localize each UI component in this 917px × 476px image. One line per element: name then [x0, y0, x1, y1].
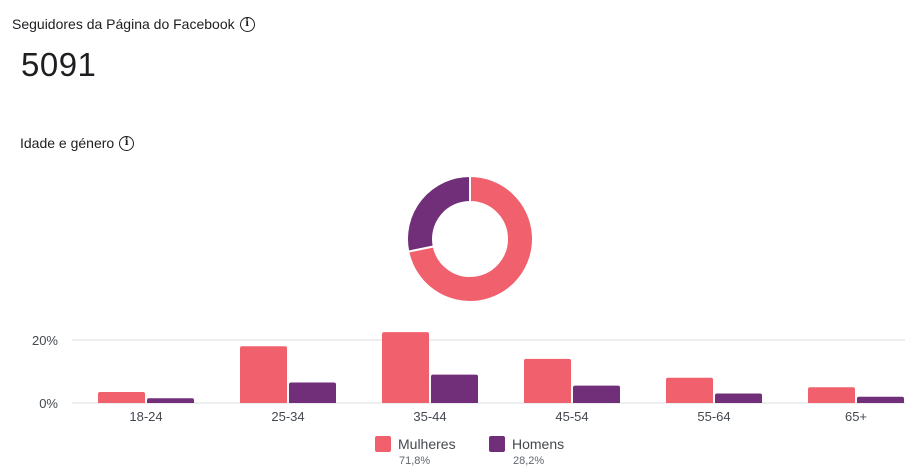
x-tick-label: 25-34 — [271, 409, 304, 424]
bar-25-34-mulheres — [240, 346, 287, 403]
legend-pct-men: 28,2% — [513, 455, 545, 467]
bar-35-44-homens — [431, 374, 478, 403]
legend-item-women[interactable]: Mulheres 71,8% — [375, 436, 456, 467]
chart-legend: Mulheres 71,8% Homens 28,2% — [0, 436, 917, 476]
x-tick-label: 65+ — [845, 409, 867, 424]
followers-total: 5091 — [21, 46, 97, 83]
legend-label-women: Mulheres — [398, 436, 456, 452]
bar-65+-homens — [857, 396, 904, 403]
bar-45-54-homens — [573, 385, 620, 403]
x-tick-label: 55-64 — [697, 409, 730, 424]
bar-45-54-mulheres — [524, 358, 571, 403]
bar-18-24-homens — [147, 398, 194, 403]
y-tick-label: 20% — [32, 333, 58, 348]
bar-65+-mulheres — [808, 387, 855, 403]
bar-35-44-mulheres — [382, 332, 429, 403]
donut-slice-mulheres — [407, 174, 534, 303]
x-tick-label: 18-24 — [129, 409, 162, 424]
x-tick-label: 35-44 — [413, 409, 446, 424]
info-icon[interactable]: i — [239, 16, 255, 32]
legend-pct-women: 71,8% — [399, 455, 431, 467]
age-gender-header: Idade e género i — [20, 135, 135, 151]
y-tick-label: 0% — [39, 396, 58, 411]
bar-55-64-homens — [715, 393, 762, 403]
page-title: Seguidores da Página do Facebook — [12, 16, 235, 32]
legend-swatch-men — [489, 436, 505, 452]
bar-18-24-mulheres — [98, 391, 145, 403]
legend-swatch-women — [375, 436, 391, 452]
legend-label-men: Homens — [512, 436, 565, 452]
page-followers-header: Seguidores da Página do Facebook i — [12, 16, 255, 32]
section-title: Idade e género — [20, 135, 115, 151]
bar-55-64-mulheres — [666, 377, 713, 403]
donut-slice-homens — [406, 174, 471, 253]
bar-25-34-homens — [289, 382, 336, 403]
legend-item-men[interactable]: Homens 28,2% — [489, 436, 564, 467]
info-icon[interactable]: i — [119, 135, 135, 151]
x-tick-label: 45-54 — [555, 409, 588, 424]
